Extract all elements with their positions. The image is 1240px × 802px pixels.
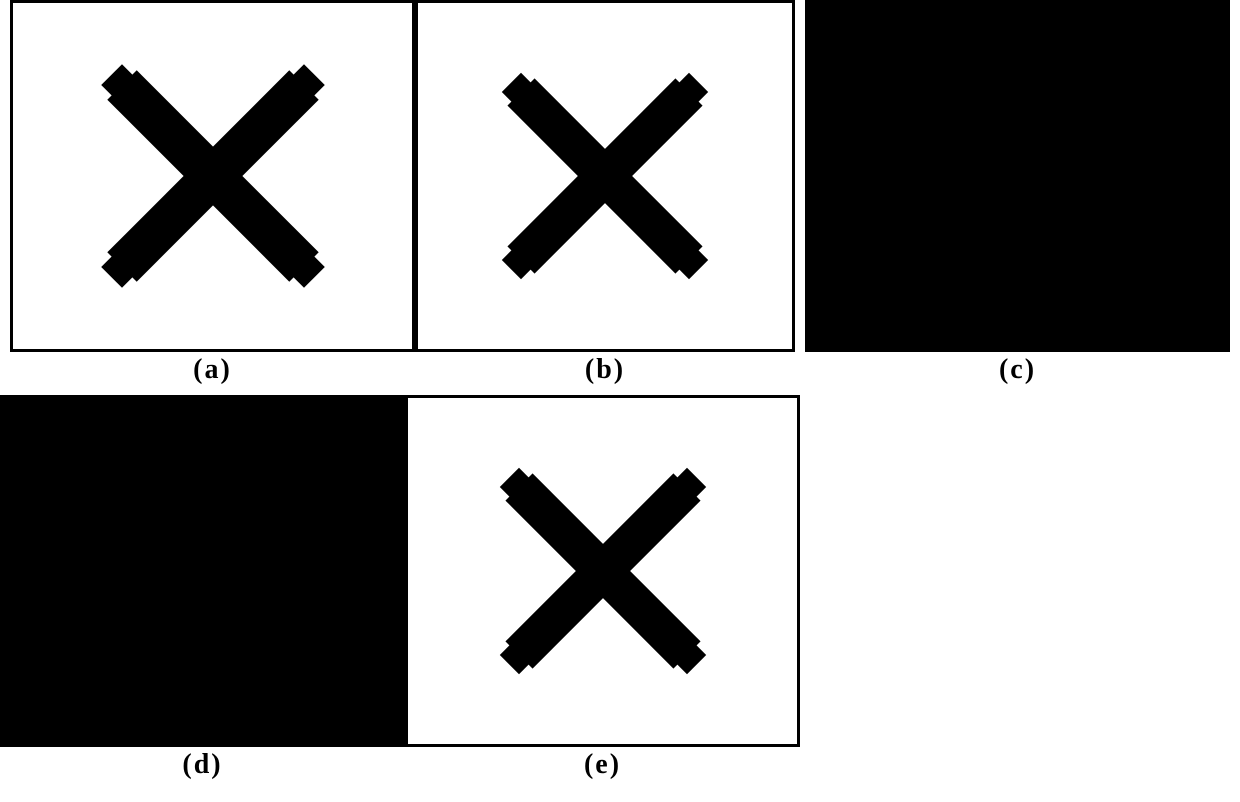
panel-e-box [405, 395, 800, 747]
panel-c-box [805, 0, 1230, 352]
panel-d-label: (d) [0, 749, 405, 781]
x-mark-icon [485, 56, 725, 296]
panel-e-container: (e) [405, 395, 800, 781]
panel-a-label: (a) [10, 354, 415, 386]
panel-b-box [415, 0, 795, 352]
panel-a-box [10, 0, 415, 352]
black-fill [0, 395, 405, 747]
x-mark-icon [83, 46, 343, 306]
panel-d-box [0, 395, 405, 747]
panel-d-container: (d) [0, 395, 405, 781]
panel-c-label: (c) [805, 354, 1230, 386]
panel-e-label: (e) [405, 749, 800, 781]
panel-c-container: (c) [805, 0, 1230, 386]
x-mark-icon [483, 451, 723, 691]
black-fill [805, 0, 1230, 352]
panel-b-label: (b) [415, 354, 795, 386]
panel-a-container: (a) [10, 0, 415, 386]
panel-b-container: (b) [415, 0, 795, 386]
